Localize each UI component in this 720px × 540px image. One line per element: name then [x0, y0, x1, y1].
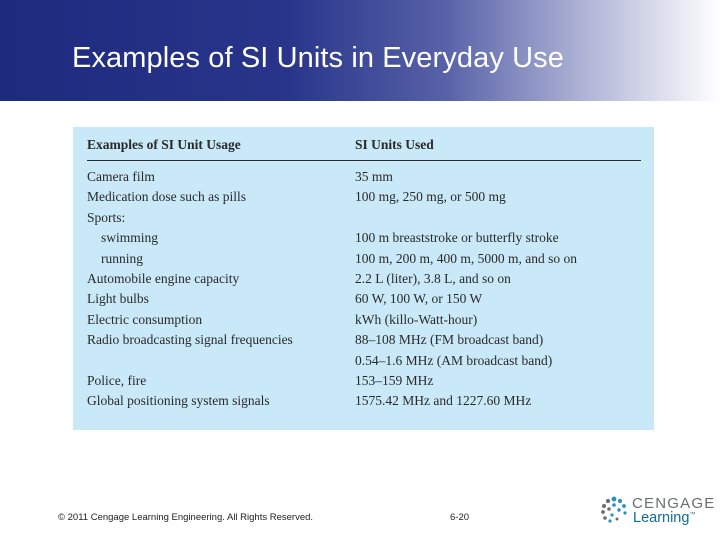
usage-cell [87, 351, 355, 371]
table-row: swimming 100 m breaststroke or butterfly … [87, 228, 641, 248]
logo-trademark: ™ [689, 512, 696, 519]
units-cell: 88–108 MHz (FM broadcast band) [355, 332, 544, 348]
usage-cell: swimming [101, 230, 159, 246]
units-cell: 100 m, 200 m, 400 m, 5000 m, and so on [355, 250, 577, 266]
table-body: Camera film 35 mm Medication dose such as … [87, 161, 641, 412]
usage-cell: Automobile engine capacity [87, 271, 240, 287]
table-row: running 100 m, 200 m, 400 m, 5000 m, and … [87, 249, 641, 269]
table-row: 0.54–1.6 MHz (AM broadcast band) [87, 351, 641, 371]
copyright-notice: © 2011 Cengage Learning Engineering. All… [58, 512, 314, 523]
page-number: 6-20 [450, 512, 470, 523]
table-row: Light bulbs 60 W, 100 W, or 150 W [87, 289, 641, 309]
logo-word-cengage: CENGAGE [632, 495, 716, 512]
cengage-dots-icon [601, 496, 627, 523]
usage-cell: Police, fire [87, 373, 147, 389]
units-cell: kWh (killo-Watt-hour) [355, 311, 478, 327]
units-cell: 100 m breaststroke or butterfly stroke [355, 230, 559, 246]
units-cell: 100 mg, 250 mg, or 500 mg [355, 189, 506, 205]
units-cell: 153–159 MHz [355, 373, 434, 389]
table-row: Global positioning system signals 1575.42… [87, 391, 641, 411]
column-header-units: SI Units Used [355, 136, 641, 161]
usage-cell: Global positioning system signals [87, 393, 270, 409]
usage-cell: Sports: [87, 209, 126, 225]
usage-cell: Electric consumption [87, 311, 203, 327]
table-row: Automobile engine capacity 2.2 L (liter),… [87, 269, 641, 289]
table-row: Camera film 35 mm [87, 161, 641, 188]
units-cell: 60 W, 100 W, or 150 W [355, 291, 483, 307]
table-row: Medication dose such as pills 100 mg, 250… [87, 187, 641, 207]
units-cell [355, 208, 641, 228]
si-units-table: Examples of SI Unit Usage SI Units Used … [87, 136, 641, 412]
units-cell: 0.54–1.6 MHz (AM broadcast band) [355, 352, 553, 368]
logo-learning-text: Learning [633, 510, 690, 526]
usage-cell: Camera film [87, 169, 155, 184]
table-row: Radio broadcasting signal frequencies 88–… [87, 330, 641, 350]
usage-cell: Radio broadcasting signal frequencies [87, 332, 293, 348]
cengage-learning-logo: CENGAGE Learning™ [600, 494, 716, 528]
table-row: Police, fire 153–159 MHz [87, 371, 641, 391]
table-row: Electric consumption kWh (killo-Watt-hour… [87, 310, 641, 330]
usage-cell: running [101, 250, 143, 266]
logo-word-learning: Learning™ [633, 510, 695, 526]
si-units-table-panel: Examples of SI Unit Usage SI Units Used … [73, 127, 654, 430]
table-row: Sports: [87, 208, 641, 228]
units-cell: 35 mm [355, 169, 393, 184]
units-cell: 1575.42 MHz and 1227.60 MHz [355, 393, 532, 409]
title-banner [0, 0, 720, 101]
column-header-usage: Examples of SI Unit Usage [87, 136, 355, 161]
usage-cell: Light bulbs [87, 291, 149, 307]
table-header-row: Examples of SI Unit Usage SI Units Used [87, 136, 641, 161]
units-cell: 2.2 L (liter), 3.8 L, and so on [355, 271, 511, 287]
slide-title: Examples of SI Units in Everyday Use [72, 42, 564, 74]
usage-cell: Medication dose such as pills [87, 189, 246, 205]
